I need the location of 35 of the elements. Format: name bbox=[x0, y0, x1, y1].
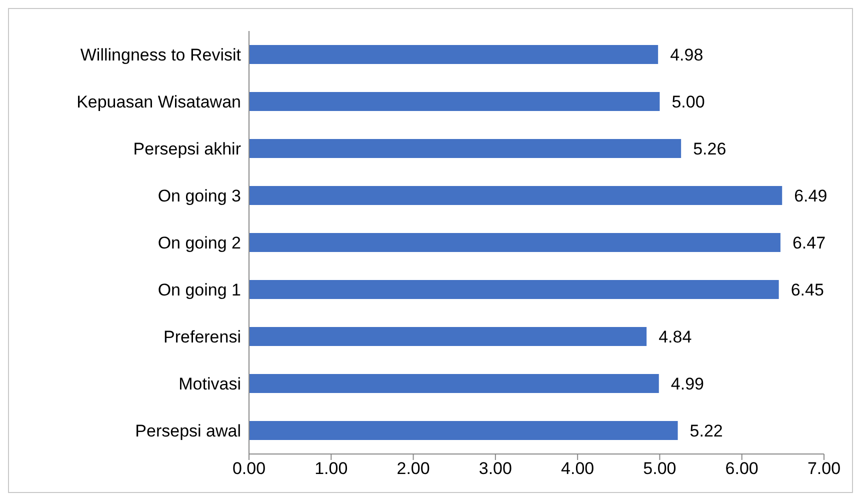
bar bbox=[249, 139, 682, 158]
y-tick-label: Persepsi akhir bbox=[133, 140, 242, 159]
data-label: 4.98 bbox=[670, 46, 704, 65]
x-tick-label: 7.00 bbox=[807, 459, 841, 478]
bar bbox=[249, 186, 782, 205]
bar bbox=[249, 280, 779, 299]
x-tick-label: 2.00 bbox=[396, 459, 430, 478]
x-tick-label: 1.00 bbox=[314, 459, 348, 478]
bar bbox=[249, 233, 780, 252]
data-label: 5.26 bbox=[693, 140, 726, 159]
data-label: 5.00 bbox=[672, 92, 705, 112]
y-tick-label: Motivasi bbox=[178, 374, 241, 394]
x-tick-label: 5.00 bbox=[643, 459, 676, 478]
data-label: 6.45 bbox=[790, 280, 824, 300]
x-tick-label: 4.00 bbox=[561, 459, 594, 478]
x-tick-label: 0.00 bbox=[232, 459, 266, 478]
bar bbox=[249, 374, 659, 393]
y-tick-label: On going 1 bbox=[158, 280, 241, 300]
y-tick-label: On going 3 bbox=[158, 186, 241, 206]
x-tick-label: 3.00 bbox=[478, 459, 512, 478]
bar bbox=[249, 327, 647, 346]
y-tick-label: Kepuasan Wisatawan bbox=[76, 92, 241, 112]
data-label: 6.49 bbox=[794, 186, 828, 206]
y-tick-label: Persepsi awal bbox=[135, 422, 241, 441]
bar bbox=[249, 421, 678, 440]
y-tick-label: Preferensi bbox=[164, 328, 241, 347]
bar bbox=[249, 45, 658, 64]
data-label: 6.47 bbox=[792, 234, 826, 253]
bar bbox=[249, 92, 660, 111]
data-label: 5.22 bbox=[690, 422, 723, 441]
y-tick-label: On going 2 bbox=[158, 234, 241, 253]
data-label: 4.99 bbox=[670, 374, 704, 394]
x-tick-label: 6.00 bbox=[725, 459, 758, 478]
data-label: 4.84 bbox=[658, 328, 692, 347]
y-tick-label: Willingness to Revisit bbox=[80, 46, 242, 65]
